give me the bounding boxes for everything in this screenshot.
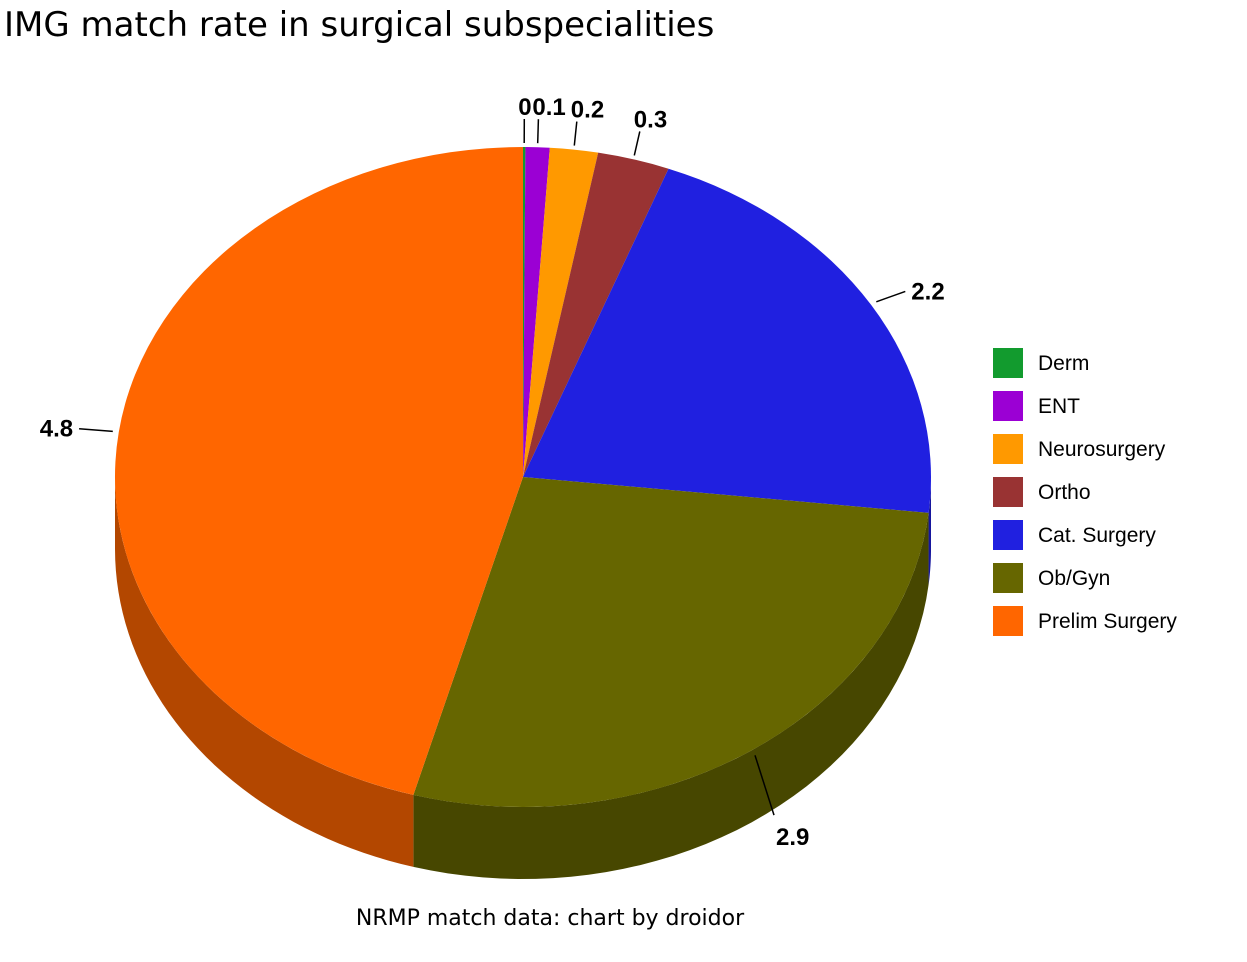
legend-item-cat-surgery: Cat. Surgery	[993, 520, 1156, 550]
data-label-neurosurgery: 0.2	[571, 97, 604, 124]
leader-line-ent	[536, 119, 540, 144]
legend-label-derm: Derm	[1038, 352, 1089, 375]
pie-slice-ortho	[523, 152, 669, 477]
pie-slice-ob-gyn	[413, 477, 929, 808]
data-label-ob-gyn: 2.9	[776, 824, 809, 851]
data-label-prelim-surgery: 4.8	[40, 416, 73, 443]
pie-slice-cat-surgery	[523, 168, 931, 513]
leader-line-neurosurgery	[573, 121, 578, 146]
legend-swatch-derm	[993, 348, 1023, 378]
data-label-ent: 0.1	[532, 94, 565, 121]
leader-line-ortho	[633, 131, 641, 156]
legend-item-ob-gyn: Ob/Gyn	[993, 563, 1110, 593]
legend-item-neurosurgery: Neurosurgery	[993, 434, 1166, 464]
legend-label-neurosurgery: Neurosurgery	[1038, 438, 1166, 461]
legend-label-ortho: Ortho	[1038, 481, 1091, 504]
pie-slice-prelim-surgery	[114, 147, 524, 795]
pie-slice-neurosurgery	[523, 147, 599, 477]
pie-side-cat-surgery	[928, 477, 931, 585]
data-label-cat-surgery: 2.2	[911, 278, 944, 305]
chart-caption: NRMP match data: chart by droidor	[356, 906, 745, 931]
legend-swatch-cat-surgery	[993, 520, 1023, 550]
legend-swatch-neurosurgery	[993, 434, 1023, 464]
legend-label-ent: ENT	[1038, 395, 1080, 418]
legend-label-cat-surgery: Cat. Surgery	[1038, 524, 1156, 547]
pie-slice-ent	[523, 147, 550, 477]
legend-label-prelim-surgery: Prelim Surgery	[1038, 610, 1177, 633]
data-label-ortho: 0.3	[634, 106, 667, 133]
pie-sides	[115, 477, 931, 879]
chart-title: IMG match rate in surgical subspecialiti…	[4, 5, 714, 45]
legend-item-ortho: Ortho	[993, 477, 1091, 507]
legend: Derm ENT Neurosurgery Ortho Cat. Surgery Ob/G…	[993, 348, 1177, 636]
legend-swatch-ortho	[993, 477, 1023, 507]
legend-swatch-ent	[993, 391, 1023, 421]
pie-slices	[114, 147, 931, 808]
data-label-derm: 0	[518, 94, 531, 121]
legend-item-prelim-surgery: Prelim Surgery	[993, 606, 1177, 636]
data-labels: 0 0.1 0.2 0.3 2.2 2.9 4.8	[40, 94, 945, 851]
legend-swatch-prelim-surgery	[993, 606, 1023, 636]
legend-item-ent: ENT	[993, 391, 1080, 421]
pie-side-ob-gyn	[413, 512, 929, 879]
legend-item-derm: Derm	[993, 348, 1089, 378]
leader-line-cat-surgery	[876, 290, 906, 303]
pie-side-prelim-surgery	[115, 477, 414, 867]
leader-line-prelim-surgery	[79, 427, 113, 433]
legend-label-ob-gyn: Ob/Gyn	[1038, 567, 1110, 590]
leader-line-ob-gyn	[754, 755, 775, 816]
pie-slice-derm	[523, 147, 526, 477]
legend-swatch-ob-gyn	[993, 563, 1023, 593]
